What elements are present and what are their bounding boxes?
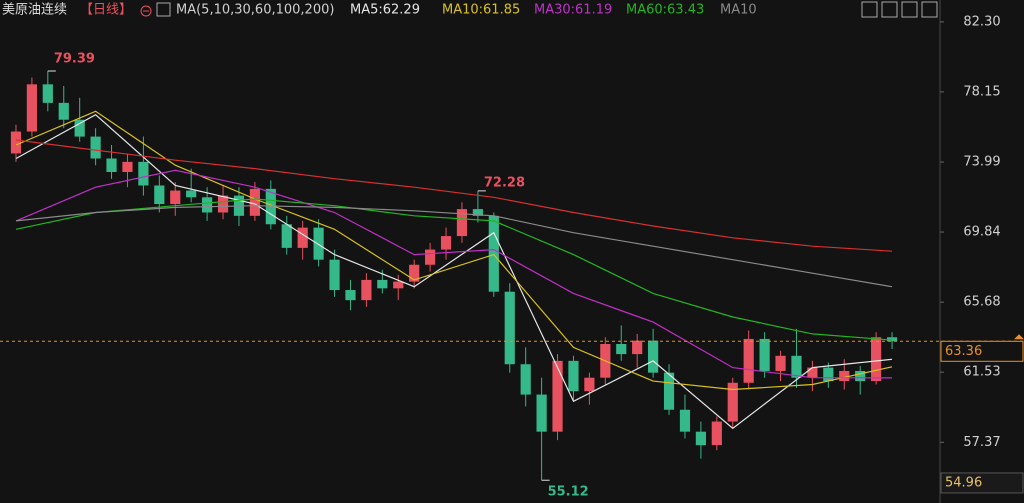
candle-body bbox=[138, 161, 149, 186]
candle-body bbox=[488, 215, 499, 292]
legend-entry: MA5:62.29 bbox=[350, 3, 420, 18]
y-tick-label: 73.99 bbox=[963, 155, 1000, 170]
candle-body bbox=[536, 394, 547, 432]
y-tick-label: 78.15 bbox=[963, 84, 1000, 99]
candle-body bbox=[775, 355, 786, 371]
ma-line bbox=[15, 110, 893, 391]
candle-body bbox=[855, 370, 866, 382]
ma-line bbox=[15, 139, 893, 252]
last-price-arrow bbox=[1014, 334, 1024, 340]
candle-body bbox=[568, 360, 579, 392]
tool-button[interactable] bbox=[861, 1, 878, 18]
tool-button[interactable] bbox=[901, 1, 918, 18]
extreme-label: 55.12 bbox=[548, 485, 589, 500]
legend-entry: MA10 bbox=[720, 3, 757, 18]
candle-body bbox=[584, 377, 595, 392]
tool-button[interactable] bbox=[921, 1, 938, 18]
ma-line bbox=[15, 198, 893, 341]
candle-body bbox=[122, 161, 133, 172]
candle-body bbox=[90, 136, 101, 159]
tool-button[interactable] bbox=[881, 1, 898, 18]
candle-body bbox=[217, 195, 229, 213]
candle-body bbox=[648, 340, 659, 373]
candle-body bbox=[616, 343, 627, 355]
candle-body bbox=[440, 236, 452, 250]
candle-body bbox=[313, 227, 324, 260]
candle-body bbox=[297, 227, 308, 248]
chart-title: 美原油连续 bbox=[2, 2, 67, 18]
candle-body bbox=[58, 102, 69, 120]
candle-body bbox=[281, 224, 292, 248]
candle-body bbox=[711, 421, 722, 446]
bottom-price-label: 54.96 bbox=[945, 475, 982, 490]
candle-body bbox=[552, 360, 563, 432]
y-tick-label: 69.84 bbox=[963, 225, 1000, 240]
extreme-label: 79.39 bbox=[54, 51, 95, 66]
candle-body bbox=[74, 119, 85, 137]
candle-body bbox=[345, 290, 356, 301]
candle-body bbox=[106, 158, 117, 172]
candle-body bbox=[679, 409, 691, 432]
candle-body bbox=[170, 190, 181, 205]
ma-line bbox=[15, 169, 893, 379]
candle-body bbox=[791, 355, 802, 378]
y-tick-label: 82.30 bbox=[963, 14, 1000, 29]
candle-body bbox=[154, 185, 165, 205]
last-price-label: 63.36 bbox=[945, 344, 982, 359]
candle-body bbox=[823, 367, 834, 382]
legend-entry: MA10:61.85 bbox=[442, 3, 520, 18]
candle-body bbox=[472, 209, 483, 216]
candle-body bbox=[695, 431, 706, 446]
y-tick-label: 57.37 bbox=[963, 435, 1000, 450]
candle-body bbox=[249, 188, 260, 216]
candle-body bbox=[632, 340, 643, 355]
candle-body bbox=[393, 281, 404, 289]
candle-body bbox=[871, 337, 882, 382]
candle-body bbox=[409, 264, 420, 282]
legend-entry: MA30:61.19 bbox=[534, 3, 612, 18]
candle-body bbox=[26, 84, 37, 132]
candle-body bbox=[727, 382, 738, 422]
add-icon[interactable] bbox=[140, 5, 152, 17]
candle-body bbox=[329, 259, 340, 291]
candle-body bbox=[186, 190, 197, 198]
ma-line bbox=[15, 205, 893, 288]
last-price-box bbox=[940, 340, 1024, 362]
candle-body bbox=[504, 291, 515, 365]
candle-body bbox=[361, 279, 372, 301]
legend-entry: MA60:63.43 bbox=[626, 3, 704, 18]
candle-body bbox=[759, 338, 770, 371]
candle-body bbox=[520, 364, 531, 395]
candle-body bbox=[807, 367, 818, 378]
toolbar bbox=[861, 1, 938, 18]
candle-body bbox=[456, 209, 468, 237]
candle-body bbox=[743, 338, 754, 383]
candle-body bbox=[839, 370, 850, 382]
candle-body bbox=[425, 249, 436, 265]
candle-body bbox=[886, 337, 898, 342]
extreme-label: 72.28 bbox=[484, 175, 525, 190]
candle-body bbox=[202, 197, 213, 213]
period[interactable]: 【日线】 bbox=[80, 3, 132, 18]
indicator[interactable]: MA(5,10,30,60,100,200) bbox=[176, 3, 334, 18]
bottom-price-box bbox=[940, 472, 1024, 494]
candle-body bbox=[377, 279, 388, 289]
candle-body bbox=[10, 131, 22, 154]
y-tick-label: 65.68 bbox=[963, 295, 1000, 310]
candle-body bbox=[42, 84, 53, 103]
indicator-icon[interactable] bbox=[156, 2, 171, 17]
candle-body bbox=[663, 372, 675, 410]
y-tick-label: 61.53 bbox=[963, 365, 1000, 380]
